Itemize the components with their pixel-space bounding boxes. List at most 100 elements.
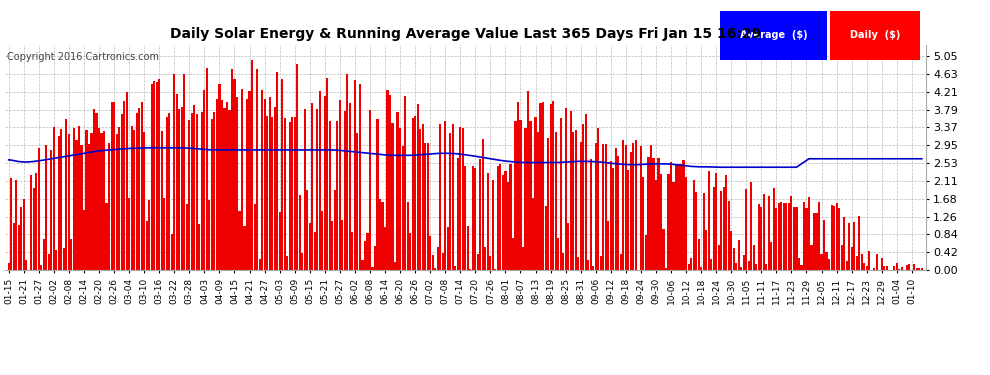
Bar <box>456 158 458 270</box>
Bar <box>309 223 311 270</box>
Bar <box>451 124 453 270</box>
Bar <box>314 232 316 270</box>
Bar <box>793 207 795 270</box>
Bar <box>582 123 584 270</box>
Bar <box>544 206 546 270</box>
Bar <box>860 255 862 270</box>
Bar <box>520 120 522 270</box>
Bar <box>148 200 150 270</box>
Bar <box>153 81 155 270</box>
Bar <box>592 266 594 270</box>
Bar <box>590 159 592 270</box>
Bar <box>429 236 432 270</box>
Bar <box>855 256 857 270</box>
Bar <box>773 189 775 270</box>
Bar <box>332 221 334 270</box>
Bar <box>823 220 825 270</box>
Bar <box>494 268 496 270</box>
Bar <box>273 108 275 270</box>
Bar <box>60 129 62 270</box>
Bar <box>850 248 852 270</box>
Bar <box>141 102 143 270</box>
Bar <box>364 241 366 270</box>
Bar <box>253 204 255 270</box>
Bar <box>595 143 597 270</box>
Bar <box>163 198 165 270</box>
Bar <box>90 133 93 270</box>
Bar <box>675 165 677 270</box>
Title: Daily Solar Energy & Running Average Value Last 365 Days Fri Jan 15 16:29: Daily Solar Energy & Running Average Val… <box>169 27 761 41</box>
Bar <box>559 118 561 270</box>
Bar <box>806 208 808 270</box>
Bar <box>798 258 800 270</box>
Bar <box>723 186 725 270</box>
Bar <box>449 133 451 270</box>
Bar <box>201 112 203 270</box>
Bar <box>803 202 805 270</box>
Bar <box>419 129 421 270</box>
Bar <box>319 91 321 270</box>
Bar <box>564 108 566 270</box>
Bar <box>742 255 744 270</box>
Bar <box>353 80 356 270</box>
Bar <box>549 104 551 270</box>
Bar <box>75 140 77 270</box>
Bar <box>635 140 637 270</box>
Bar <box>652 158 654 270</box>
Bar <box>299 195 301 270</box>
Bar <box>432 255 434 270</box>
Bar <box>98 128 100 270</box>
Bar <box>715 173 717 270</box>
Bar <box>587 261 589 270</box>
Bar <box>136 113 138 270</box>
Bar <box>492 180 494 270</box>
Bar <box>226 102 228 270</box>
Bar <box>677 164 679 270</box>
Bar <box>633 143 635 270</box>
Bar <box>502 175 504 270</box>
Bar <box>552 101 554 270</box>
Bar <box>577 257 579 270</box>
Bar <box>106 202 108 270</box>
Bar <box>602 144 604 270</box>
Bar <box>649 144 652 270</box>
Bar <box>532 198 534 270</box>
Bar <box>424 142 427 270</box>
Bar <box>48 254 50 270</box>
Bar <box>883 266 885 270</box>
Bar <box>46 145 48 270</box>
Bar <box>216 99 218 270</box>
Bar <box>25 260 28 270</box>
Bar <box>682 160 685 270</box>
Bar <box>65 119 67 270</box>
Bar <box>266 116 268 270</box>
Bar <box>459 127 461 270</box>
Bar <box>286 256 288 270</box>
Bar <box>356 133 358 270</box>
Bar <box>736 263 738 270</box>
Bar <box>160 131 162 270</box>
Bar <box>351 232 353 270</box>
Bar <box>88 144 90 270</box>
Bar <box>248 91 250 270</box>
Bar <box>487 173 489 270</box>
Bar <box>239 211 241 270</box>
Bar <box>831 205 833 270</box>
Bar <box>813 213 815 270</box>
Bar <box>440 124 442 270</box>
Bar <box>329 121 331 270</box>
Bar <box>720 191 723 270</box>
Bar <box>896 263 898 270</box>
Bar <box>13 222 15 270</box>
Bar <box>198 224 200 270</box>
Bar <box>263 99 265 270</box>
Bar <box>208 200 211 270</box>
Bar <box>667 174 669 270</box>
Bar <box>236 97 238 270</box>
Bar <box>741 267 742 270</box>
Bar <box>176 94 178 270</box>
Bar <box>126 92 128 270</box>
Bar <box>504 171 507 270</box>
Bar <box>144 132 146 270</box>
Bar <box>281 78 283 270</box>
